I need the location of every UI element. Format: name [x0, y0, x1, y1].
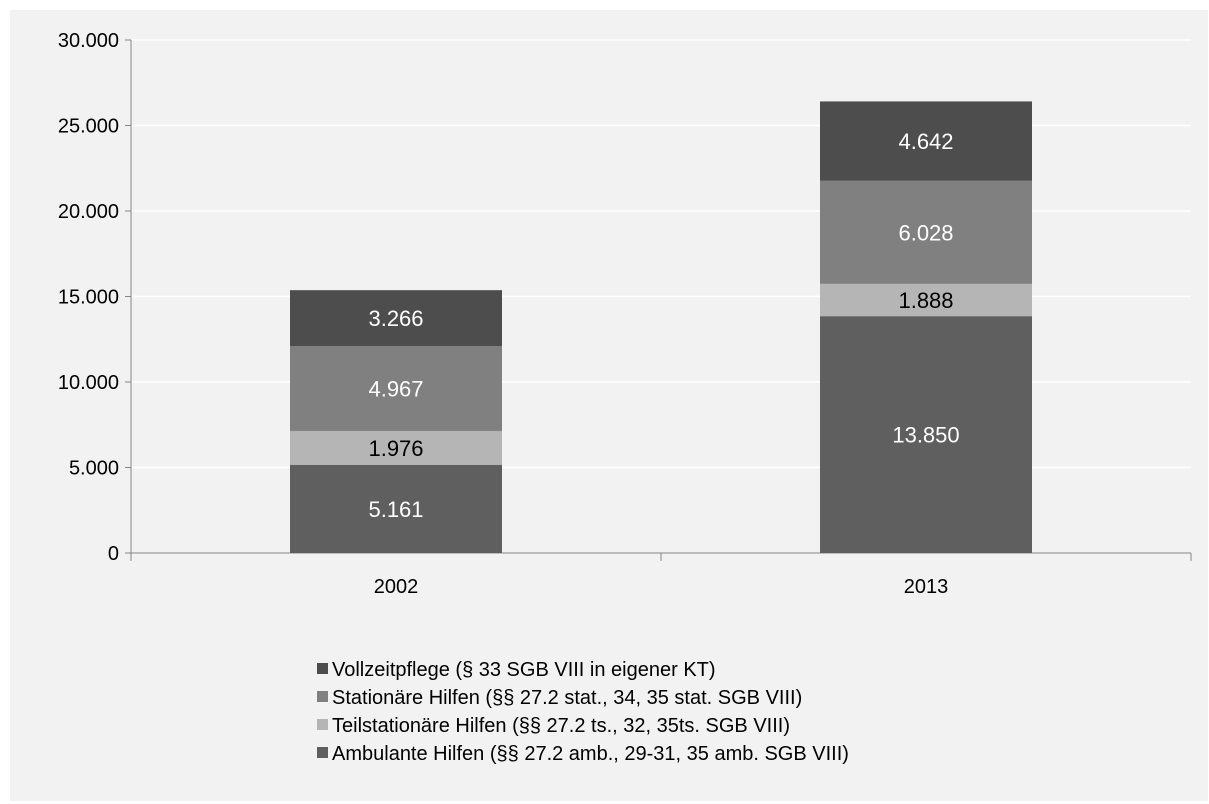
x-tick-label: 2002 [374, 576, 419, 598]
bar-segment [820, 283, 1032, 317]
legend-label: Ambulante Hilfen (§§ 27.2 amb., 29-31, 3… [332, 743, 849, 765]
legend-swatch [317, 663, 328, 674]
bar-segment [820, 316, 1032, 553]
y-tick-label: 10.000 [58, 372, 119, 394]
legend-swatch [317, 691, 328, 702]
legend: Vollzeitpflege (§ 33 SGB VIII in eigener… [317, 659, 849, 765]
bar-segment [290, 346, 502, 431]
bar-segment [290, 290, 502, 347]
data-label: 1.976 [368, 436, 423, 461]
x-tick-label: 2013 [904, 576, 949, 598]
y-tick-label: 5.000 [69, 458, 119, 480]
legend-swatch [317, 747, 328, 758]
y-tick-label: 0 [108, 543, 119, 565]
data-label: 5.161 [368, 497, 423, 522]
chart-area: 0 5.000 10.000 15.000 20.000 25.000 30.000 2002… [10, 10, 1208, 801]
y-tick-label: 15.000 [58, 287, 119, 309]
data-label: 4.967 [368, 376, 423, 401]
data-label: 6.028 [898, 220, 953, 245]
bar-segment [290, 430, 502, 465]
stacked-bar-chart: 0 5.000 10.000 15.000 20.000 25.000 30.000 2002… [58, 30, 1192, 765]
legend-swatch [317, 719, 328, 730]
data-labels: 5.161 1.976 4.967 3.266 13.850 1.888 6.028 4.64… [368, 129, 959, 522]
data-label: 4.642 [898, 129, 953, 154]
bar-segment [820, 180, 1032, 284]
legend-label: Teilstationäre Hilfen (§§ 27.2 ts., 32, … [332, 715, 790, 737]
bar-segment [820, 101, 1032, 181]
legend-label: Stationäre Hilfen (§§ 27.2 stat., 34, 35… [332, 687, 802, 709]
data-label: 13.850 [892, 423, 959, 448]
data-label: 3.266 [368, 306, 423, 331]
y-tick-label: 30.000 [58, 30, 119, 52]
data-label: 1.888 [898, 288, 953, 313]
legend-label: Vollzeitpflege (§ 33 SGB VIII in eigener… [332, 659, 716, 681]
y-tick-label: 20.000 [58, 201, 119, 223]
y-tick-label: 25.000 [58, 116, 119, 138]
bars [290, 101, 1032, 553]
bar-segment [290, 464, 502, 553]
